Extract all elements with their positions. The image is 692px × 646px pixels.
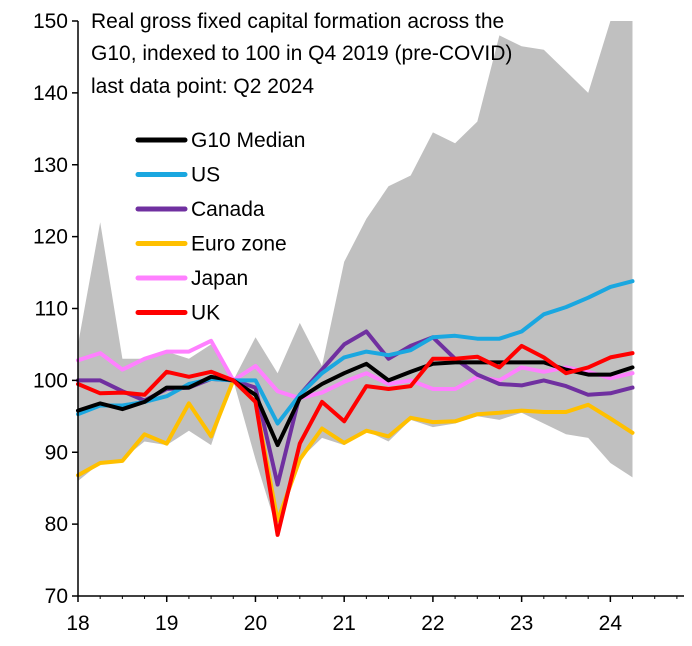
legend: G10 Median US Canada Euro zone Japan UK [135, 129, 305, 325]
legend-label-g10-median: G10 Median [191, 129, 305, 152]
y-tick-label: 140 [33, 82, 68, 105]
chart-title: Real gross fixed capital formation acros… [91, 10, 512, 98]
y-tick-label: 110 [35, 298, 68, 321]
series-line-g10-median [76, 360, 635, 448]
legend-label-us: US [191, 164, 220, 187]
series-line-euro-zone [76, 378, 635, 523]
y-tick-label: 130 [33, 154, 68, 177]
legend-label-canada: Canada [191, 198, 265, 221]
title-line-1: Real gross fixed capital formation acros… [91, 10, 504, 33]
y-tick-label: 150 [33, 10, 68, 33]
x-tick-label: 18 [66, 612, 89, 635]
x-tick-label: 21 [332, 612, 355, 635]
y-tick-label: 100 [33, 369, 68, 392]
y-tick-label: 120 [33, 226, 68, 249]
y-tick-label: 70 [45, 585, 68, 608]
x-tick-label: 24 [599, 612, 623, 635]
legend-label-euro-zone: Euro zone [191, 233, 287, 256]
series-line-us [76, 279, 635, 426]
y-tick-label: 80 [45, 513, 68, 536]
x-tick-label: 22 [421, 612, 444, 635]
axes-layer: 70 80 90 100 110 120 130 140 150 18 19 20 21 22 23 24 [33, 10, 684, 635]
title-line-2: G10, indexed to 100 in Q4 2019 (pre-COVI… [91, 42, 512, 65]
legend-label-uk: UK [191, 302, 220, 325]
x-tick-label: 20 [244, 612, 267, 635]
x-tick-label: 19 [155, 612, 178, 635]
y-tick-label: 90 [45, 441, 68, 464]
range-band-layer [78, 21, 633, 532]
legend-label-japan: Japan [191, 267, 248, 290]
series-line-uk [76, 343, 635, 537]
range-band [78, 21, 633, 532]
series-line-japan [76, 338, 635, 401]
x-tick-label: 23 [510, 612, 533, 635]
title-line-3: last data point: Q2 2024 [91, 75, 314, 98]
series-layer [76, 279, 635, 537]
